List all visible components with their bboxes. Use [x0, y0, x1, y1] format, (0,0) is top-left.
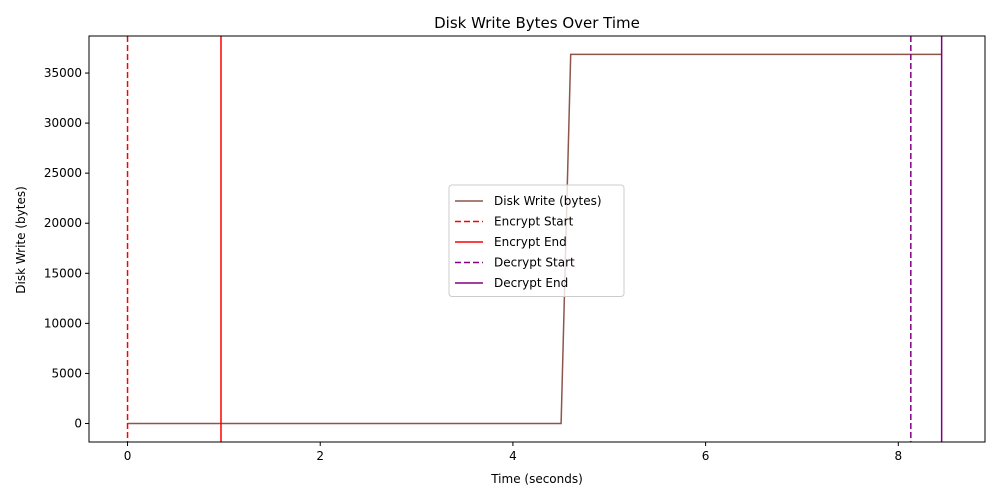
- x-axis-title: Time (seconds): [490, 472, 583, 486]
- x-tick-label: 4: [509, 449, 517, 463]
- y-tick-label: 25000: [44, 166, 82, 180]
- y-tick-label: 20000: [44, 216, 82, 230]
- y-tick-label: 0: [74, 416, 82, 430]
- x-tick-label: 8: [894, 449, 902, 463]
- x-tick-label: 6: [702, 449, 710, 463]
- y-axis-title: Disk Write (bytes): [14, 186, 28, 294]
- legend-label: Encrypt End: [494, 235, 567, 249]
- x-tick-label: 0: [124, 449, 132, 463]
- y-tick-label: 15000: [44, 266, 82, 280]
- chart-title: Disk Write Bytes Over Time: [434, 14, 640, 32]
- legend: Disk Write (bytes) Encrypt Start Encrypt E…: [448, 184, 625, 297]
- legend-label: Decrypt Start: [494, 256, 575, 270]
- legend-box: [448, 184, 625, 297]
- legend-label: Disk Write (bytes): [494, 194, 602, 208]
- legend-label: Encrypt Start: [494, 215, 574, 229]
- x-tick-label: 2: [316, 449, 324, 463]
- plot-frame: [88, 35, 986, 443]
- y-tick-label: 10000: [44, 316, 82, 330]
- y-tick-label: 5000: [51, 366, 82, 380]
- y-tick-label: 30000: [44, 116, 82, 130]
- legend-label: Decrypt End: [494, 276, 568, 290]
- y-tick-label: 35000: [44, 66, 82, 80]
